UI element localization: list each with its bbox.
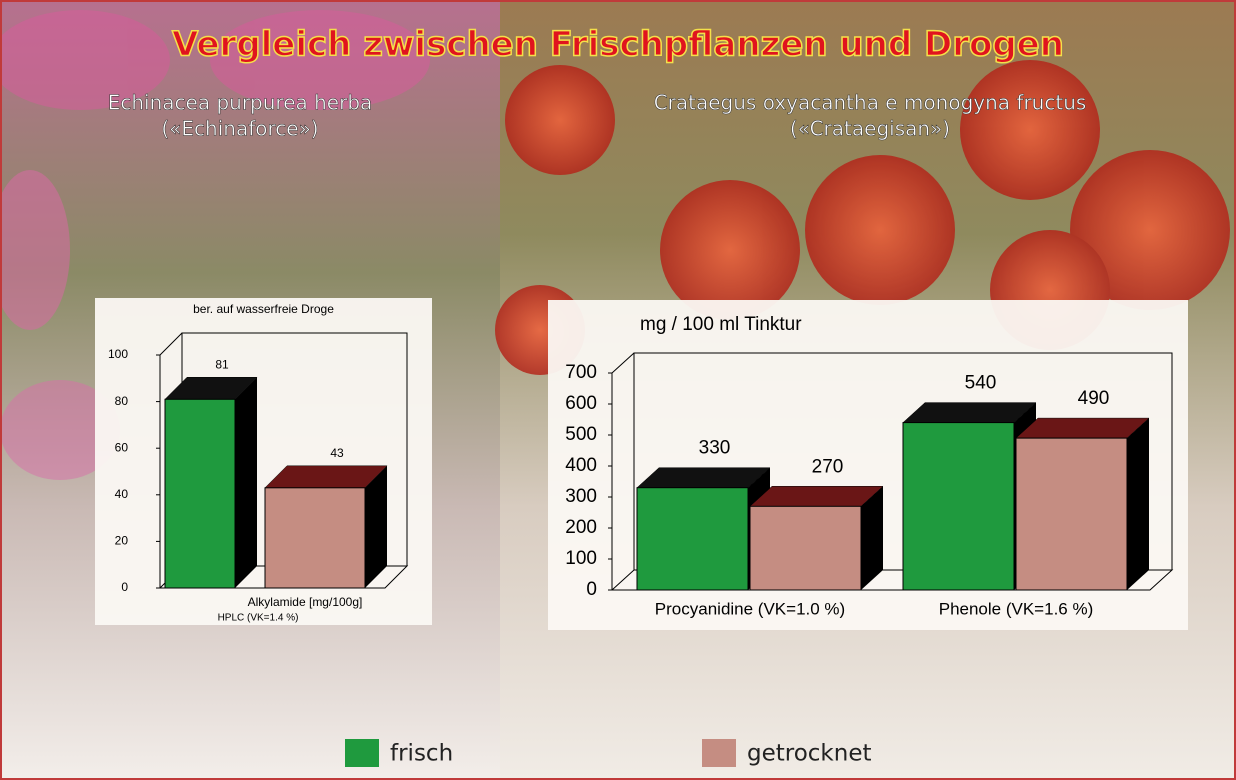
y-tick-label: 600 <box>565 393 597 414</box>
bar-top <box>1016 418 1149 438</box>
legend-swatch <box>702 739 736 767</box>
value-label: 81 <box>215 357 229 371</box>
value-label: 330 <box>699 438 731 459</box>
plot-panel <box>95 298 432 625</box>
y-tick-label: 200 <box>565 517 597 538</box>
chart-title: Echinacea purpurea herba <box>108 91 373 115</box>
chart-note: ber. auf wasserfreie Droge <box>193 302 334 316</box>
y-tick-label: 700 <box>565 362 597 383</box>
value-label: 540 <box>965 373 997 394</box>
y-axis-label: mg / 100 ml Tinktur <box>640 314 802 335</box>
bar-side <box>1127 418 1149 590</box>
bar <box>903 423 1014 590</box>
y-tick-label: 80 <box>115 394 129 408</box>
legend-label: frisch <box>390 741 453 767</box>
value-label: 490 <box>1078 388 1110 409</box>
bar <box>165 399 235 588</box>
y-tick-label: 0 <box>121 580 128 594</box>
chart-subtitle: («Echinaforce») <box>161 117 318 141</box>
y-tick-label: 40 <box>115 487 129 501</box>
legend-swatch <box>345 739 379 767</box>
chart-title: Crataegus oxyacantha e monogyna fructus <box>654 91 1087 115</box>
x-tick-label: Procyanidine (VK=1.0 %) <box>655 599 845 618</box>
bar-top <box>637 468 770 488</box>
bar <box>637 488 748 590</box>
x-tick-label: Phenole (VK=1.6 %) <box>939 599 1094 618</box>
x-tick-label: Alkylamide [mg/100g] <box>248 595 363 609</box>
y-tick-label: 400 <box>565 455 597 476</box>
y-tick-label: 500 <box>565 424 597 445</box>
y-tick-label: 0 <box>586 579 597 600</box>
y-tick-label: 100 <box>565 548 597 569</box>
bar <box>750 506 861 590</box>
bar-top <box>903 403 1036 423</box>
page-title: Vergleich zwischen Frischpflanzen und Dr… <box>172 25 1064 65</box>
value-label: 270 <box>812 456 844 477</box>
x-axis-label: HPLC (VK=1.4 %) <box>218 613 299 624</box>
y-tick-label: 100 <box>108 347 128 361</box>
y-tick-label: 60 <box>115 440 129 454</box>
value-label: 43 <box>330 446 344 460</box>
chart: Vergleich zwischen Frischpflanzen und Dr… <box>0 0 1236 780</box>
bar-top <box>750 486 883 506</box>
legend-label: getrocknet <box>747 741 872 767</box>
y-tick-label: 300 <box>565 486 597 507</box>
bar-side <box>235 377 257 588</box>
page: Vergleich zwischen Frischpflanzen und Dr… <box>0 0 1236 780</box>
bar <box>265 488 365 588</box>
bar <box>1016 438 1127 590</box>
chart-subtitle: («Crataegisan») <box>790 117 950 141</box>
y-tick-label: 20 <box>115 534 129 548</box>
